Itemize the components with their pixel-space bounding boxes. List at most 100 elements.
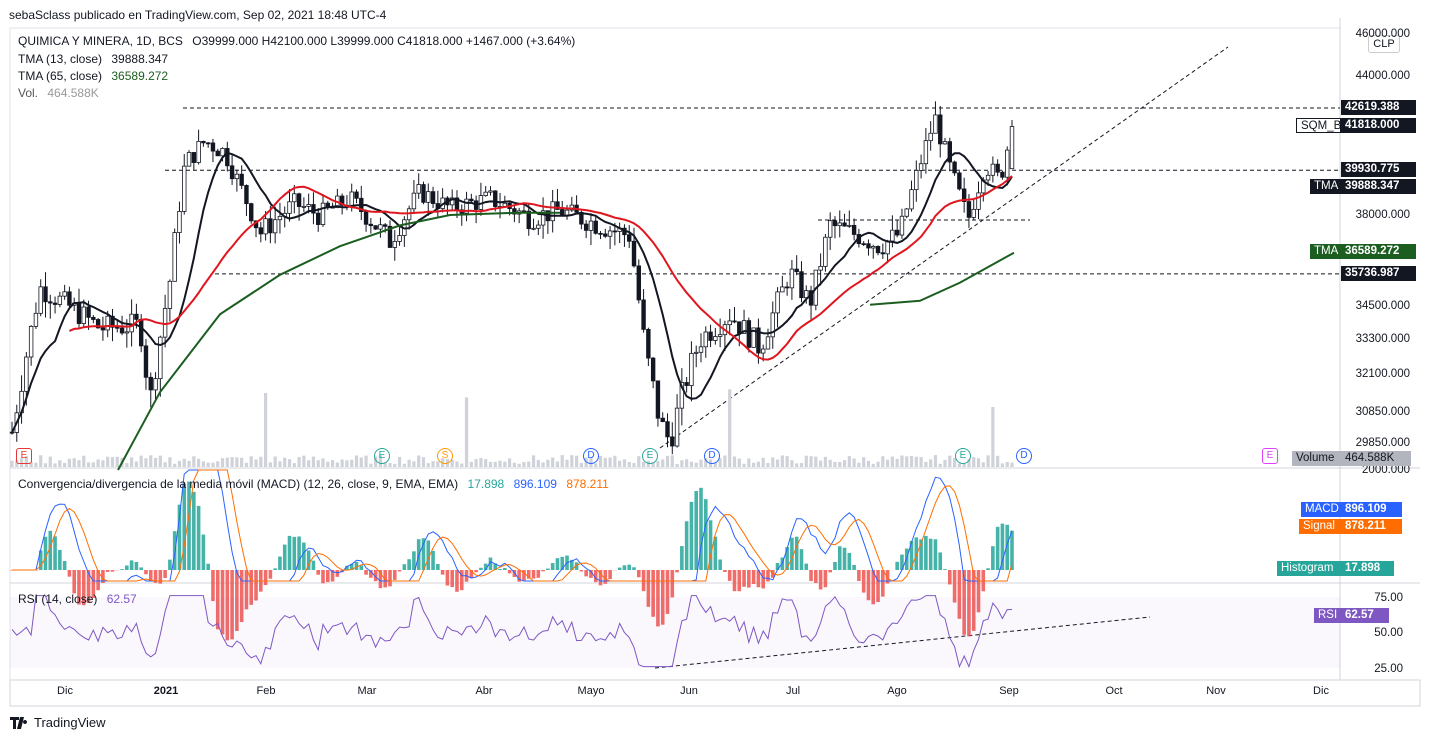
macd-histogram-bar [225, 570, 230, 641]
volume-bar [287, 459, 292, 467]
rsi-legend[interactable]: RSI (14, close) 62.57 [18, 592, 137, 606]
price-tick: 30850.000 [1355, 406, 1410, 418]
volume-bar [795, 463, 799, 467]
candle-body [24, 356, 29, 392]
candle-body [679, 382, 685, 409]
earnings-icon[interactable]: E [374, 448, 390, 464]
volume-bar [364, 455, 368, 467]
macd-histogram-bar [440, 570, 445, 575]
candle-body [220, 148, 225, 157]
volume-bar [431, 461, 435, 467]
volume-legend[interactable]: Vol. 464.588K [18, 86, 99, 100]
x-tick: Nov [1206, 685, 1226, 697]
earnings-future-icon[interactable]: E [1262, 448, 1278, 464]
volume-bar [235, 457, 239, 467]
macd-value-tag: 896.109 [1341, 502, 1402, 517]
candle-body [603, 233, 608, 237]
macd-histogram-bar [703, 499, 708, 570]
volume-bar [804, 455, 808, 467]
volume-bar [412, 461, 416, 467]
volume-bar [780, 455, 784, 467]
tma65-line [117, 211, 560, 471]
price-tick: 32100.000 [1355, 368, 1410, 380]
macd-histogram-bar [713, 536, 718, 570]
candle-body [134, 313, 139, 320]
tma65-tag: TMA [1310, 244, 1341, 259]
macd-histogram-bar [933, 539, 938, 570]
macd-histogram-bar [837, 546, 842, 570]
macd-histogram-bar [790, 537, 794, 570]
macd-histogram-bar [445, 570, 450, 586]
macd-histogram-bar [589, 570, 593, 578]
candle-body [512, 208, 517, 215]
volume-bar [890, 456, 894, 467]
volume-bar [857, 462, 861, 467]
split-icon[interactable]: S [437, 448, 453, 464]
earnings-icon[interactable]: E [642, 448, 658, 464]
candle-body [837, 222, 842, 227]
macd-histogram-bar [239, 570, 244, 623]
earnings-icon[interactable]: E [16, 448, 32, 464]
volume-bar [991, 407, 995, 467]
macd-histogram-bar [235, 570, 239, 631]
dividend-icon[interactable]: D [704, 448, 720, 464]
candle-body [397, 235, 402, 242]
candle-body [57, 295, 63, 305]
macd-histogram-bar [531, 570, 536, 579]
macd-histogram-bar [72, 570, 77, 594]
macd-histogram-bar [546, 568, 550, 570]
volume-bar [259, 456, 263, 467]
candle-body [612, 230, 618, 233]
macd-histogram-bar [550, 563, 555, 570]
macd-histogram-bar [215, 570, 220, 630]
tma13-legend[interactable]: TMA (13, close) 39888.347 [18, 52, 168, 66]
macd-histogram-bar [211, 570, 215, 602]
volume-bar [1010, 462, 1014, 467]
volume-bar [345, 460, 349, 467]
macd-histogram-bar [129, 560, 134, 570]
plot-frame [9, 27, 1341, 681]
volume-bar [96, 459, 100, 467]
dividend-icon[interactable]: D [583, 448, 599, 464]
macd-histogram-bar [43, 536, 48, 570]
macd-legend[interactable]: Convergencia/divergencia de la media móv… [18, 477, 609, 491]
volume-bar [574, 455, 579, 467]
signal-line [12, 469, 1013, 582]
currency-button[interactable]: CLP [1368, 35, 1400, 53]
candle-body [138, 318, 144, 347]
tradingview-brand[interactable]: TradingView [10, 715, 106, 730]
volume-bar [809, 456, 813, 467]
candle-body [751, 327, 756, 348]
price-tick: 33300.000 [1355, 333, 1410, 345]
macd-histogram-bar [895, 561, 899, 570]
macd-histogram-bar [660, 570, 665, 625]
candle-body [301, 205, 307, 208]
candle-body [880, 252, 886, 255]
candle-body [272, 219, 278, 234]
macd-histogram-bar [58, 549, 62, 570]
trendline [659, 46, 1229, 449]
macd-histogram-bar [153, 570, 158, 583]
tma13-label: TMA (13, close) [18, 52, 103, 66]
candle-body [866, 243, 871, 249]
price-tick: 46000.000 [1355, 28, 1410, 40]
volume-bar [484, 459, 488, 467]
volume-bar [670, 455, 674, 467]
earnings-icon[interactable]: E [955, 448, 971, 464]
rsi-value: 62.57 [106, 592, 137, 606]
macd-histogram-bar [680, 546, 684, 570]
dividend-icon[interactable]: D [1016, 448, 1032, 464]
macd-label: Convergencia/divergencia de la media móv… [18, 477, 459, 491]
candle-body [942, 141, 948, 145]
volume-bar [531, 455, 536, 467]
macd-histogram-bar [636, 570, 641, 578]
tma65-legend[interactable]: TMA (65, close) 36589.272 [18, 69, 168, 83]
candle-body [110, 315, 115, 328]
macd-histogram-bar [766, 570, 770, 582]
candle-body [627, 234, 632, 242]
macd-histogram-bar [292, 536, 297, 570]
macd-histogram-bar [263, 570, 268, 586]
candle-body [650, 357, 656, 382]
macd-histogram-bar [125, 565, 129, 570]
